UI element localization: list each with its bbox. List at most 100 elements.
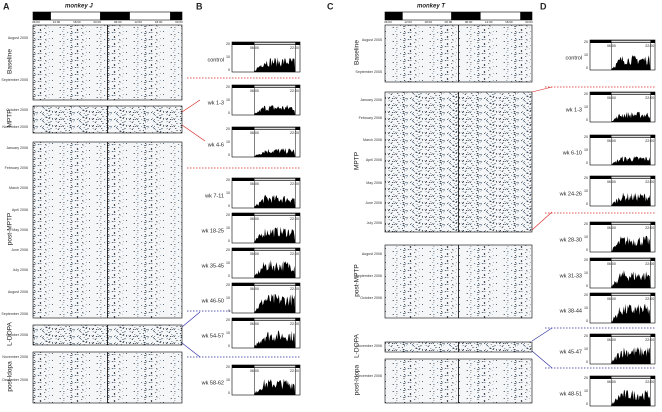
clock-label: 06:00 [465,20,473,24]
month-label: July 2006 [13,268,28,272]
period-label: Baseline [7,49,14,74]
hist-label: wk 4-6 [207,142,224,148]
hist-ytick: 0 [586,66,588,70]
period-label: post-MPTP [354,264,361,297]
month-label: January 2006 [6,146,28,150]
hist-label: wk 46-50 [201,298,224,304]
activity-histogram [611,235,651,252]
hist-time: 22:00 [645,262,654,266]
hist-ytick: 10 [584,389,588,393]
activity-histogram [254,148,296,157]
hist-label: wk 58-62 [201,380,224,386]
hist-ytick: 10 [584,306,588,310]
hist-time: 22:00 [290,89,299,93]
hist-label: wk 48-51 [559,391,582,397]
month-label: July 2006 [367,221,382,225]
hist-ytick: 20 [584,293,588,297]
month-label: September 2006 [1,312,28,316]
hist-light [254,248,296,251]
hist-ytick: 20 [226,248,230,252]
month-label: February 2006 [359,116,382,120]
month-label: August 2006 [8,290,28,294]
hist-time: 22:00 [645,96,654,100]
hist-light [611,258,651,261]
hist-ytick: 20 [584,222,588,226]
hist-ytick: 10 [584,235,588,239]
hist-light [611,376,651,379]
month-label: May 2006 [12,228,28,232]
dark-phase [451,12,481,20]
activity-histogram [611,55,651,70]
hist-ytick: 0 [586,402,588,406]
hist-ytick: 20 [584,334,588,338]
month-label: November 2005 [2,125,28,129]
month-label: September 2005 [355,70,382,74]
month-label: November 2006 [356,344,382,348]
hist-time: 22:00 [290,182,299,186]
hist-light [611,222,651,225]
hist-time: 22:00 [645,297,654,301]
hist-label: wk 35-45 [201,263,224,269]
hist-label: wk 45-47 [559,349,582,355]
clock-label: 06:00 [384,20,392,24]
hist-ytick: 10 [226,296,230,300]
hist-label: wk 28-30 [559,237,582,243]
hist-time: 22:00 [290,287,299,291]
dark-phase [520,12,532,20]
month-label: December 2006 [356,374,382,378]
hist-light [254,283,296,286]
clock-label: 00:00 [445,20,453,24]
connector [531,350,553,369]
month-label: October 2006 [6,333,28,337]
hist-light [254,318,296,321]
hist-ytick: 20 [226,85,230,89]
period-label: post-MPTP [7,213,14,246]
clock-label: 18:00 [505,20,513,24]
hist-ytick: 10 [226,98,230,102]
activity-histogram [611,192,651,206]
hist-ytick: 10 [584,271,588,275]
dark-phase [33,12,51,20]
period-label: L-DOPA [7,321,14,345]
hist-ytick: 10 [584,189,588,193]
hist-ytick: 0 [586,118,588,122]
hist-ytick: 10 [226,331,230,335]
activity-histogram [611,270,651,288]
hist-time: 22:00 [645,180,654,184]
hist-label: wk 1-3 [565,107,582,113]
month-label: April 2006 [12,208,28,212]
hist-ytick: 10 [226,378,230,382]
hist-label: wk 31-33 [559,273,582,279]
hist-label: control [207,57,224,63]
hist-light [254,85,296,88]
hist-ytick: 0 [228,111,230,115]
dark-phase [100,12,130,20]
month-label: December 2006 [2,378,28,382]
activity-histogram [611,111,651,122]
activity-histogram [611,389,651,406]
hist-light [254,178,296,181]
hist-time: 22:00 [645,139,654,143]
period-label: MPTP [354,152,361,170]
clock-label: 12:00 [485,20,493,24]
hist-ytick: 10 [226,226,230,230]
dark-phase [385,12,403,20]
hist-ytick: 10 [584,105,588,109]
hist-ytick: 0 [586,360,588,364]
hist-ytick: 20 [226,283,230,287]
month-label: April 2006 [366,158,382,162]
hist-light [611,293,651,296]
clock-label: 00:00 [525,20,533,24]
connector [181,342,201,358]
hist-ytick: 0 [586,161,588,165]
hist-light [611,334,651,337]
connector [181,311,201,328]
clock-label: 00:00 [94,20,102,24]
clock-label: 18:00 [73,20,81,24]
activity-histogram [611,156,651,165]
hist-time: 22:00 [290,322,299,326]
month-label: August 2005 [362,38,382,42]
hist-ytick: 0 [228,274,230,278]
activity-histogram [254,330,296,348]
period-label: MPTP [7,109,14,127]
